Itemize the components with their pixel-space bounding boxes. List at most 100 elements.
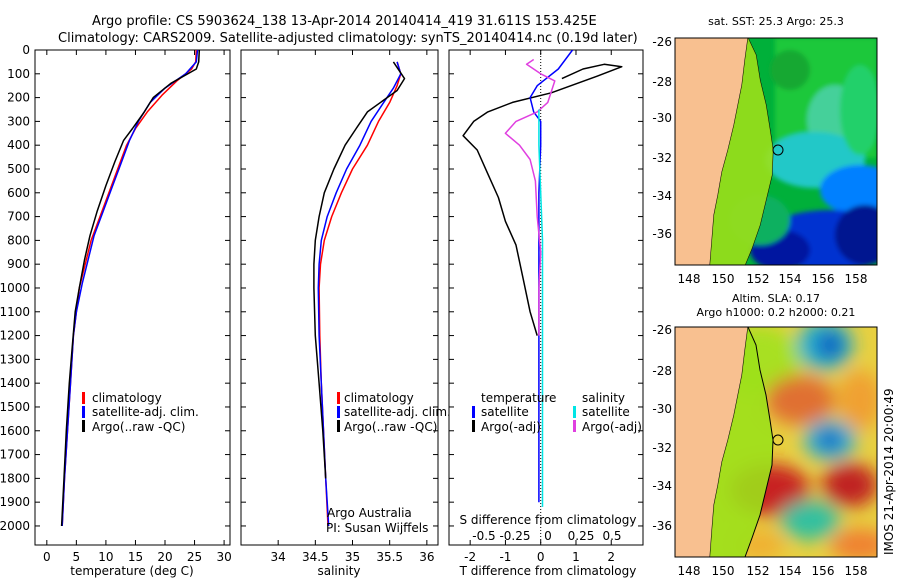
sla-map-title-line2: Argo h1000: 0.2 h2000: 0.21 (697, 306, 856, 319)
difference-profiles (462, 50, 623, 545)
lon-tick: 152 (747, 272, 770, 286)
sst-map-frame (674, 37, 878, 266)
x-tick-label: 35.5 (376, 550, 403, 564)
lat-tick: -32 (652, 151, 672, 165)
imos-credit: IMOS 21-Apr-2014 20:00:49 (882, 388, 896, 555)
y-tick-label: 800 (7, 233, 30, 247)
legend-title-salinity: salinity (582, 391, 625, 405)
y-tick-label: 1400 (0, 376, 30, 390)
x-tick-label: -1 (499, 550, 511, 564)
lat-tick: -34 (652, 479, 672, 493)
annotation-pi: PI: Susan Wijffels (326, 521, 428, 535)
series-line-0-2 (60, 50, 201, 527)
s-difference-ticks: -0.5 -0.25 0 0.25 0.5 (472, 529, 621, 543)
sla-map: Altim. SLA: 0.17 Argo h1000: 0.2 h2000: … (652, 292, 878, 578)
y-tick-label: 1200 (0, 329, 30, 343)
difference-panel: -2 -1 0 1 2 temperature salinity satellite A… (448, 49, 644, 578)
y-tick-label: 200 (7, 91, 30, 105)
lon-tick: 158 (845, 564, 868, 578)
s-tick: -0.5 (472, 529, 495, 543)
salinity-profiles (313, 61, 406, 527)
x-tick-label: 34 (271, 550, 286, 564)
s-difference-xlabel: S difference from climatology (460, 513, 637, 527)
legend-swatch-s-argo (573, 420, 576, 432)
difference-axis-ticks: -2 -1 0 1 2 (449, 49, 643, 564)
legend-label-climatology: climatology (92, 391, 162, 405)
legend-label-t-argo: Argo(-adj) (481, 420, 541, 434)
lon-tick: 154 (779, 564, 802, 578)
y-tick-label: 0 (22, 43, 30, 57)
x-tick-label: 5 (73, 550, 81, 564)
y-tick-label: 100 (7, 67, 30, 81)
x-tick-label: 30 (216, 550, 231, 564)
x-tick-label: 1 (572, 550, 580, 564)
legend-title-temperature: temperature (481, 391, 556, 405)
legend-swatch-argo (337, 420, 340, 432)
lon-tick: 156 (812, 272, 835, 286)
argo-float-marker (772, 434, 784, 446)
legend-swatch-climatology (82, 392, 85, 404)
y-tick-label: 1500 (0, 400, 30, 414)
series-line-2-2 (504, 58, 556, 336)
lon-tick: 150 (712, 272, 735, 286)
temperature-xlabel: temperature (deg C) (70, 564, 193, 578)
lat-tick: -30 (652, 111, 672, 125)
y-tick-label: 2000 (0, 519, 30, 533)
sla-map-yticks: -26 -28 -30 -32 -34 -36 (652, 323, 672, 533)
y-tick-label: 1100 (0, 305, 30, 319)
lon-tick: 156 (812, 564, 835, 578)
s-tick: -0.25 (499, 529, 530, 543)
lat-tick: -26 (652, 35, 672, 49)
y-tick-label: 1900 (0, 495, 30, 509)
lat-tick: -34 (652, 189, 672, 203)
lat-tick: -30 (652, 402, 672, 416)
s-tick: 0.5 (602, 529, 621, 543)
x-tick-label: 10 (98, 550, 113, 564)
series-line-1-2 (313, 61, 406, 479)
t-difference-xlabel: T difference from climatology (459, 564, 637, 578)
y-tick-label: 700 (7, 210, 30, 224)
sst-map-yticks: -26 -28 -30 -32 -34 -36 (652, 35, 672, 241)
x-tick-label: 36 (419, 550, 434, 564)
x-tick-label: 15 (128, 550, 143, 564)
y-tick-label: 900 (7, 257, 30, 271)
temperature-axis-ticks: 0 5 10 15 20 25 30 (43, 50, 232, 564)
salinity-legend: climatology satellite-adj. clim. Argo(..… (337, 391, 451, 434)
argo-float-marker (772, 144, 784, 156)
difference-legend: temperature salinity satellite Argo(-adj… (472, 391, 642, 434)
legend-swatch-t-argo (472, 420, 475, 432)
figure-title-line1: Argo profile: CS 5903624_138 13-Apr-2014… (92, 14, 597, 29)
figure-title-line2: Climatology: CARS2009. Satellite-adjuste… (58, 31, 638, 46)
sla-field (675, 327, 877, 557)
y-tick-label: 300 (7, 114, 30, 128)
lat-tick: -28 (652, 75, 672, 89)
temperature-legend: climatology satellite-adj. clim. Argo(..… (82, 391, 199, 434)
annotation-argo-australia: Argo Australia (327, 506, 412, 520)
legend-label-satellite-adj: satellite-adj. clim. (92, 405, 199, 419)
depth-axis-ticks: 0 100 200 300 400 500 600 700 800 900 1000 1100 1200… (0, 43, 230, 533)
y-tick-label: 1600 (0, 424, 30, 438)
s-tick: 0 (544, 529, 552, 543)
lat-tick: -28 (652, 364, 672, 378)
legend-swatch-satellite-adj (337, 406, 340, 418)
sst-map-title: sat. SST: 25.3 Argo: 25.3 (708, 15, 844, 28)
y-tick-label: 500 (7, 162, 30, 176)
lat-tick: -36 (652, 227, 672, 241)
series-line-2-0 (462, 63, 623, 336)
y-tick-label: 400 (7, 138, 30, 152)
lon-tick: 148 (678, 272, 701, 286)
x-tick-label: -2 (464, 550, 476, 564)
sla-map-frame (674, 326, 878, 558)
sst-field (675, 38, 877, 265)
sst-map: sat. SST: 25.3 Argo: 25.3 -26 (652, 15, 878, 286)
lat-tick: -32 (652, 441, 672, 455)
legend-label-t-satellite: satellite (481, 405, 529, 419)
legend-label-climatology: climatology (344, 391, 414, 405)
lon-tick: 150 (712, 564, 735, 578)
y-tick-label: 1800 (0, 471, 30, 485)
lon-tick: 154 (779, 272, 802, 286)
sla-map-title-line1: Altim. SLA: 0.17 (732, 292, 820, 305)
difference-axes-frame (448, 49, 644, 546)
sla-map-xticks: 148 150 152 154 156 158 (678, 564, 868, 578)
